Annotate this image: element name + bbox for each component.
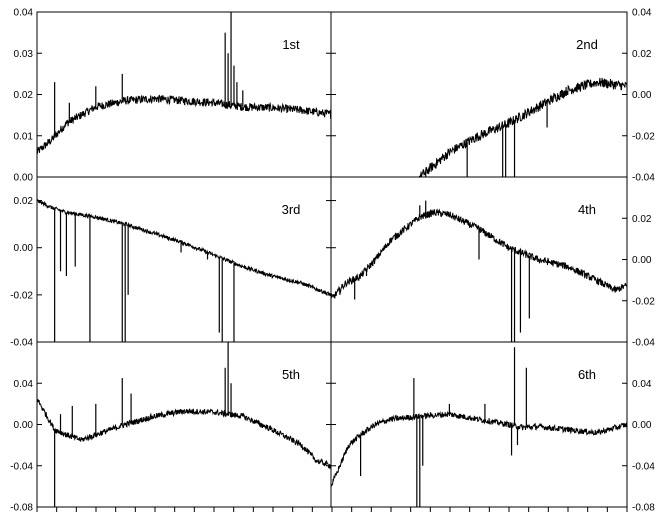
y-tick-label-left: -0.04: [10, 461, 33, 472]
panel-label-2nd: 2nd: [576, 37, 598, 52]
y-tick-label-left: 0.04: [14, 379, 34, 390]
panel-label-6th: 6th: [578, 367, 596, 382]
y-tick-label-left: 0.01: [14, 131, 34, 142]
panel-label-5th: 5th: [282, 367, 300, 382]
y-tick-label-left: 0.02: [14, 196, 34, 207]
y-tick-label-right: 0.02: [632, 49, 652, 60]
y-tick-label-right: 0.02: [632, 214, 652, 225]
y-tick-label-left: 0.04: [14, 8, 34, 19]
y-tick-label-left: -0.08: [10, 503, 33, 514]
y-tick-label-right: -0.04: [632, 338, 655, 349]
series-line-3rd: [36, 199, 332, 297]
y-tick-label-left: -0.04: [10, 338, 33, 349]
y-tick-label-right: -0.02: [632, 131, 655, 142]
y-tick-label-right: -0.04: [632, 173, 655, 184]
y-tick-label-left: 0.00: [14, 243, 34, 254]
series-line-1st: [36, 94, 332, 154]
y-tick-label-right: 0.00: [632, 255, 652, 266]
y-tick-label-left: 0.03: [14, 49, 34, 60]
y-tick-label-right: -0.08: [632, 503, 655, 514]
panel-label-1st: 1st: [282, 37, 300, 52]
y-tick-label-left: 0.02: [14, 90, 34, 101]
panel-label-3rd: 3rd: [282, 202, 301, 217]
series-line-2nd: [331, 77, 628, 179]
y-tick-label-left: -0.02: [10, 290, 33, 301]
y-tick-label-right: 0.00: [632, 420, 652, 431]
series-line-6th: [330, 410, 628, 488]
y-tick-label-right: 0.00: [632, 90, 652, 101]
panel-label-4th: 4th: [578, 202, 596, 217]
y-tick-label-right: 0.04: [632, 379, 652, 390]
y-tick-label-right: 0.04: [632, 8, 652, 19]
y-tick-label-left: 0.00: [14, 420, 34, 431]
y-tick-label-right: -0.04: [632, 461, 655, 472]
series-line-5th: [36, 398, 332, 470]
y-tick-label-right: -0.02: [632, 296, 655, 307]
y-tick-label-left: 0.00: [14, 173, 34, 184]
